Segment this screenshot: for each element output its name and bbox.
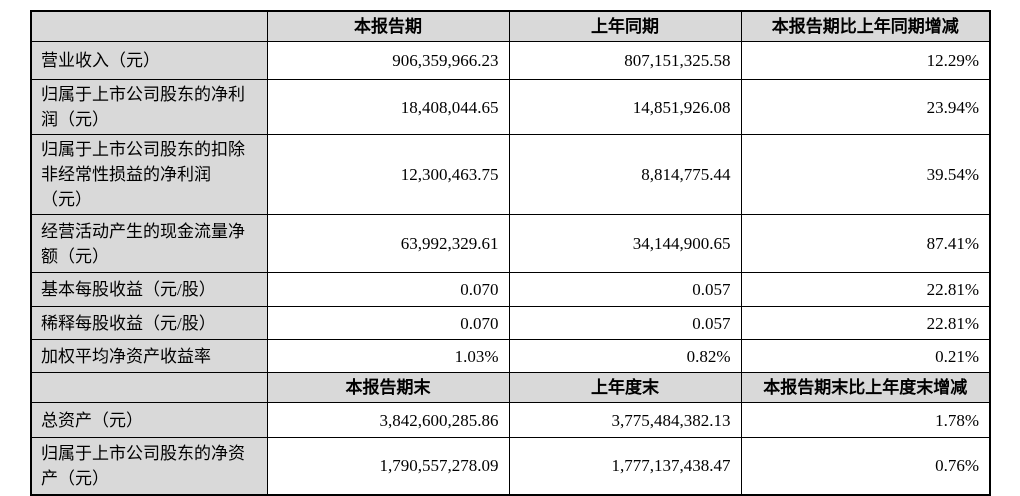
row-label: 经营活动产生的现金流量净额（元） [30, 214, 268, 273]
value-change: 87.41% [740, 214, 991, 273]
table-row-diluted-eps: 稀释每股收益（元/股） 0.070 0.057 22.81% [30, 306, 991, 340]
table-row-revenue: 营业收入（元） 906,359,966.23 807,151,325.58 12… [30, 41, 991, 80]
header-empty-cell [30, 372, 268, 403]
table-row-net-profit-excl-nonrecurring: 归属于上市公司股东的扣除非经常性损益的净利润（元） 12,300,463.75 … [30, 134, 991, 215]
row-label: 稀释每股收益（元/股） [30, 306, 268, 340]
column-header-prior-period: 上年同期 [508, 10, 742, 42]
row-label: 加权平均净资产收益率 [30, 339, 268, 373]
value-change: 1.78% [740, 402, 991, 438]
value-change: 23.94% [740, 79, 991, 135]
row-label: 基本每股收益（元/股） [30, 272, 268, 307]
row-label: 总资产（元） [30, 402, 268, 438]
value-prior: 0.057 [508, 272, 742, 307]
table-row-basic-eps: 基本每股收益（元/股） 0.070 0.057 22.81% [30, 272, 991, 307]
column-header-period-change: 本报告期比上年同期增减 [740, 10, 991, 42]
value-current: 0.070 [266, 306, 510, 340]
value-current: 0.070 [266, 272, 510, 307]
value-prior: 1,777,137,438.47 [508, 437, 742, 495]
column-header-prior-year-end: 上年度末 [508, 372, 742, 403]
value-prior: 0.057 [508, 306, 742, 340]
value-prior: 34,144,900.65 [508, 214, 742, 273]
value-prior: 8,814,775.44 [508, 134, 742, 215]
value-current: 18,408,044.65 [266, 79, 510, 135]
value-change: 0.76% [740, 437, 991, 495]
table-row-operating-cash-flow: 经营活动产生的现金流量净额（元） 63,992,329.61 34,144,90… [30, 214, 991, 273]
value-current: 3,842,600,285.86 [266, 402, 510, 438]
row-label: 营业收入（元） [30, 41, 268, 80]
value-current: 63,992,329.61 [266, 214, 510, 273]
value-change: 12.29% [740, 41, 991, 80]
column-header-current-period: 本报告期 [266, 10, 510, 42]
value-prior: 14,851,926.08 [508, 79, 742, 135]
column-header-current-period-end: 本报告期末 [266, 372, 510, 403]
header-empty-cell [30, 10, 268, 42]
row-label: 归属于上市公司股东的扣除非经常性损益的净利润（元） [30, 134, 268, 215]
table-row-weighted-avg-roe: 加权平均净资产收益率 1.03% 0.82% 0.21% [30, 339, 991, 373]
value-current: 12,300,463.75 [266, 134, 510, 215]
value-prior: 0.82% [508, 339, 742, 373]
value-current: 906,359,966.23 [266, 41, 510, 80]
value-prior: 807,151,325.58 [508, 41, 742, 80]
value-change: 22.81% [740, 306, 991, 340]
table-row-net-assets: 归属于上市公司股东的净资产（元） 1,790,557,278.09 1,777,… [30, 437, 991, 495]
header-row-period: 本报告期 上年同期 本报告期比上年同期增减 [30, 10, 991, 42]
table-row-net-profit: 归属于上市公司股东的净利润（元） 18,408,044.65 14,851,92… [30, 79, 991, 135]
value-current: 1,790,557,278.09 [266, 437, 510, 495]
value-change: 0.21% [740, 339, 991, 373]
header-row-period-end: 本报告期末 上年度末 本报告期末比上年度末增减 [30, 372, 991, 403]
value-change: 22.81% [740, 272, 991, 307]
row-label: 归属于上市公司股东的净利润（元） [30, 79, 268, 135]
value-current: 1.03% [266, 339, 510, 373]
key-accounting-data-table: 本报告期 上年同期 本报告期比上年同期增减 营业收入（元） 906,359,96… [30, 10, 991, 496]
row-label: 归属于上市公司股东的净资产（元） [30, 437, 268, 495]
value-prior: 3,775,484,382.13 [508, 402, 742, 438]
value-change: 39.54% [740, 134, 991, 215]
table-row-total-assets: 总资产（元） 3,842,600,285.86 3,775,484,382.13… [30, 402, 991, 438]
column-header-period-end-change: 本报告期末比上年度末增减 [740, 372, 991, 403]
financial-summary-table: 本报告期 上年同期 本报告期比上年同期增减 营业收入（元） 906,359,96… [30, 10, 991, 496]
